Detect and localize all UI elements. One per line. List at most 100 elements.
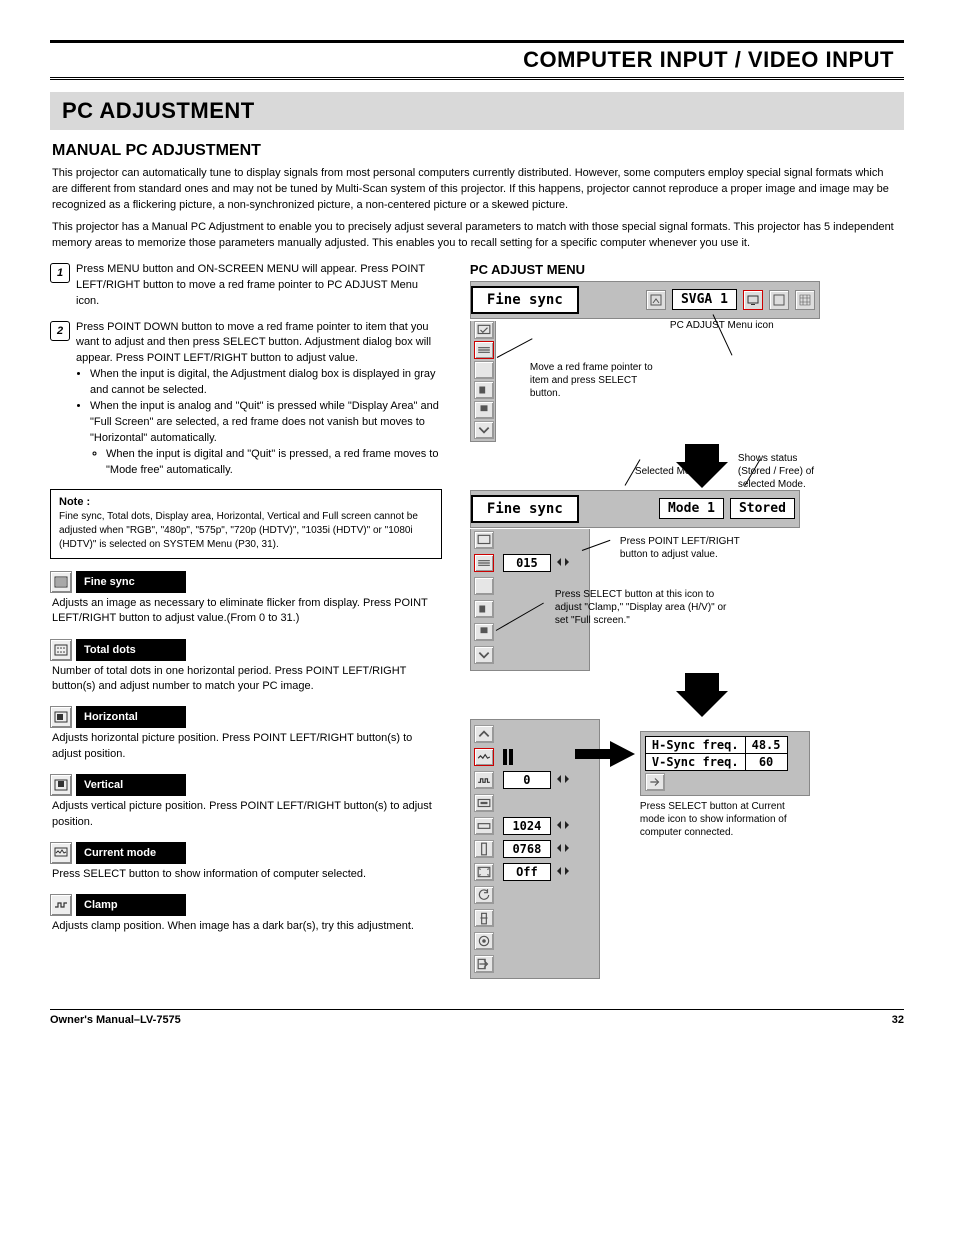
side2-down[interactable] [474,646,494,664]
step-1-num: 1 [50,263,70,283]
osd-title-box: Fine sync [471,286,579,314]
side2-h[interactable] [474,600,494,618]
side3-hres[interactable] [474,817,494,835]
val-harea: 1024 [503,817,551,835]
param-current-desc: Press SELECT button to show information … [52,867,442,882]
osd-mode-box: Mode 1 [659,498,724,519]
osd-menu-1: Fine sync SVGA 1 [470,281,820,319]
side2-finesync[interactable] [474,554,494,572]
finesync-icon [50,571,72,593]
note-title: Note : [59,496,433,508]
param-clamp: Clamp [50,894,442,916]
side-icon-auto[interactable] [474,321,494,339]
footer: Owner's Manual–LV-7575 32 [50,1009,904,1026]
side-icon-h[interactable] [474,381,494,399]
caption-mode: Selected Mode [635,465,725,478]
intro-text: This projector can automatically tune to… [50,166,904,214]
sync-quit-icon[interactable] [645,773,665,791]
pc-adjust-menu-icon[interactable] [743,290,763,310]
osd-stored-box: Stored [730,498,795,519]
param-horizontal: Horizontal [50,706,442,728]
step-1: 1 Press MENU button and ON-SCREEN MENU w… [50,262,442,310]
param-horizontal-label: Horizontal [76,706,186,728]
title-block: PC ADJUSTMENT [50,92,904,130]
icon-misc-3[interactable] [795,290,815,310]
step-2-num: 2 [50,321,70,341]
side3-current[interactable] [474,748,494,766]
note-text: Fine sync, Total dots, Display area, Hor… [59,510,433,552]
caption-other: Press SELECT button at this icon to adju… [555,588,735,627]
side3-quit[interactable] [474,955,494,973]
right-column: PC ADJUST MENU Fine sync SVGA 1 [460,262,904,979]
side3-free[interactable] [474,909,494,927]
hsync-label: H-Sync freq. [645,736,745,753]
lr-arrows-icon-2[interactable] [555,771,571,789]
param-vertical-label: Vertical [76,774,186,796]
side3-store[interactable] [474,932,494,950]
val-finesync: 015 [503,554,551,572]
side-icon-v[interactable] [474,401,494,419]
lr-arrows-icon-5[interactable] [555,863,571,881]
param-finesync: Fine sync [50,571,442,593]
side-icon-down[interactable] [474,421,494,439]
side3-clamp[interactable] [474,771,494,789]
val-clamp: 0 [503,771,551,789]
note-box: Note : Fine sync, Total dots, Display ar… [50,489,442,559]
lr-arrows-icon[interactable] [555,554,571,572]
title-text: PC ADJUSTMENT [62,98,892,124]
side3-vres[interactable] [474,840,494,858]
side-icon-dots[interactable] [474,361,494,379]
caption-pcicon: PC ADJUST Menu icon [670,319,800,332]
step-2-bullet-1: When the input is digital, the Adjustmen… [90,367,442,399]
section-header: COMPUTER INPUT / VIDEO INPUT [50,47,904,73]
param-finesync-label: Fine sync [76,571,186,593]
side3-reset[interactable] [474,886,494,904]
osd-svga-box: SVGA 1 [672,289,737,310]
osd-title: PC ADJUST MENU [470,262,904,277]
param-finesync-desc: Adjusts an image as necessary to elimina… [52,596,442,627]
footer-left: Owner's Manual–LV-7575 [50,1014,181,1026]
side3-darea[interactable] [474,794,494,812]
footer-right: 32 [892,1014,904,1026]
osd-menu-2: Fine sync Mode 1 Stored [470,490,800,528]
side-icon-finesync[interactable] [474,341,494,359]
osd-title-box-2: Fine sync [471,495,579,523]
param-horizontal-desc: Adjusts horizontal picture position. Pre… [52,731,442,762]
lr-arrows-icon-3[interactable] [555,817,571,835]
side3-up[interactable] [474,725,494,743]
osd-sidebar-1 [470,321,496,442]
subtitle: MANUAL PC ADJUSTMENT [50,142,904,160]
param-clamp-desc: Adjusts clamp position. When image has a… [52,919,442,934]
param-totaldots-desc: Number of total dots in one horizontal p… [52,664,442,695]
val-varea: 0768 [503,840,551,858]
two-column-layout: 1 Press MENU button and ON-SCREEN MENU w… [50,262,904,979]
side2-dots[interactable] [474,577,494,595]
caption-redframe: Move a red frame pointer to item and pre… [530,361,670,400]
arrow-2 [500,673,904,717]
hsync-val: 48.5 [745,736,787,753]
vertical-icon [50,774,72,796]
icon-misc-1[interactable] [646,290,666,310]
param-current-label: Current mode [76,842,186,864]
lead-line-2 [497,338,533,358]
sync-info-box: H-Sync freq.48.5 V-Sync freq.60 Press SE… [640,731,810,839]
param-current: Current mode [50,842,442,864]
caption-click: Shows status (Stored / Free) of selected… [738,452,833,491]
side2-auto[interactable] [474,531,494,549]
val-full: Off [503,863,551,881]
side2-v[interactable] [474,623,494,641]
caption-lrbtn: Press POINT LEFT/RIGHT button to adjust … [620,535,750,561]
step-1-text: Press MENU button and ON-SCREEN MENU wil… [76,262,442,310]
param-clamp-label: Clamp [76,894,186,916]
left-column: 1 Press MENU button and ON-SCREEN MENU w… [50,262,460,979]
icon-misc-2[interactable] [769,290,789,310]
param-vertical: Vertical [50,774,442,796]
header-bar: COMPUTER INPUT / VIDEO INPUT [50,40,904,78]
step-2-text: Press POINT DOWN button to move a red fr… [76,320,442,479]
page-root: COMPUTER INPUT / VIDEO INPUT PC ADJUSTME… [0,0,954,1076]
side3-full[interactable] [474,863,494,881]
lr-arrows-icon-4[interactable] [555,840,571,858]
totaldots-icon [50,639,72,661]
vsync-val: 60 [745,753,787,770]
step-2: 2 Press POINT DOWN button to move a red … [50,320,442,479]
